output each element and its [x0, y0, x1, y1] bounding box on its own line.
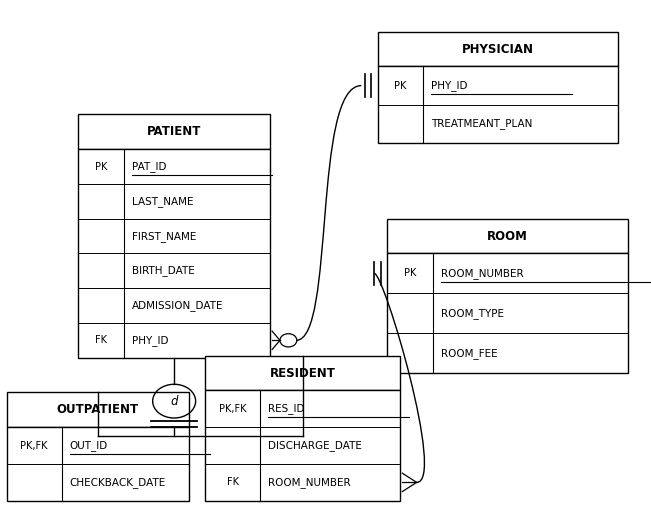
- Text: OUT_ID: OUT_ID: [70, 440, 108, 451]
- Text: PK,FK: PK,FK: [219, 404, 247, 414]
- Text: PHY_ID: PHY_ID: [431, 80, 467, 91]
- Text: PAT_ID: PAT_ID: [132, 161, 166, 172]
- Text: ADMISSION_DATE: ADMISSION_DATE: [132, 300, 223, 311]
- Text: ROOM_NUMBER: ROOM_NUMBER: [268, 477, 351, 488]
- Text: PHYSICIAN: PHYSICIAN: [462, 42, 534, 56]
- Bar: [387, 219, 628, 253]
- Text: PK,FK: PK,FK: [20, 440, 48, 451]
- Text: FIRST_NAME: FIRST_NAME: [132, 230, 196, 242]
- Bar: [7, 392, 189, 427]
- Text: PK: PK: [394, 81, 407, 90]
- Bar: [205, 390, 400, 501]
- Text: FK: FK: [227, 477, 239, 487]
- Text: ROOM_TYPE: ROOM_TYPE: [441, 308, 504, 319]
- Text: PK: PK: [404, 268, 417, 278]
- Text: TREATMEANT_PLAN: TREATMEANT_PLAN: [431, 119, 533, 129]
- Text: ROOM_FEE: ROOM_FEE: [441, 347, 497, 359]
- Text: PATIENT: PATIENT: [147, 125, 201, 138]
- Bar: [7, 427, 189, 501]
- Text: DISCHARGE_DATE: DISCHARGE_DATE: [268, 440, 362, 451]
- Bar: [205, 356, 400, 390]
- Bar: [378, 32, 618, 66]
- Text: RES_ID: RES_ID: [268, 403, 305, 414]
- Text: OUTPATIENT: OUTPATIENT: [57, 403, 139, 416]
- Text: LAST_NAME: LAST_NAME: [132, 196, 193, 207]
- Text: RESIDENT: RESIDENT: [270, 366, 336, 380]
- Text: ROOM_NUMBER: ROOM_NUMBER: [441, 268, 523, 279]
- Text: PK: PK: [94, 161, 107, 172]
- Bar: [387, 253, 628, 373]
- Bar: [78, 149, 270, 358]
- Text: CHECKBACK_DATE: CHECKBACK_DATE: [70, 477, 166, 488]
- Bar: [378, 66, 618, 143]
- Text: PHY_ID: PHY_ID: [132, 335, 168, 346]
- Text: FK: FK: [95, 335, 107, 345]
- Text: ROOM: ROOM: [488, 229, 528, 243]
- Text: d: d: [171, 394, 178, 408]
- Bar: [78, 114, 270, 149]
- Text: BIRTH_DATE: BIRTH_DATE: [132, 265, 194, 276]
